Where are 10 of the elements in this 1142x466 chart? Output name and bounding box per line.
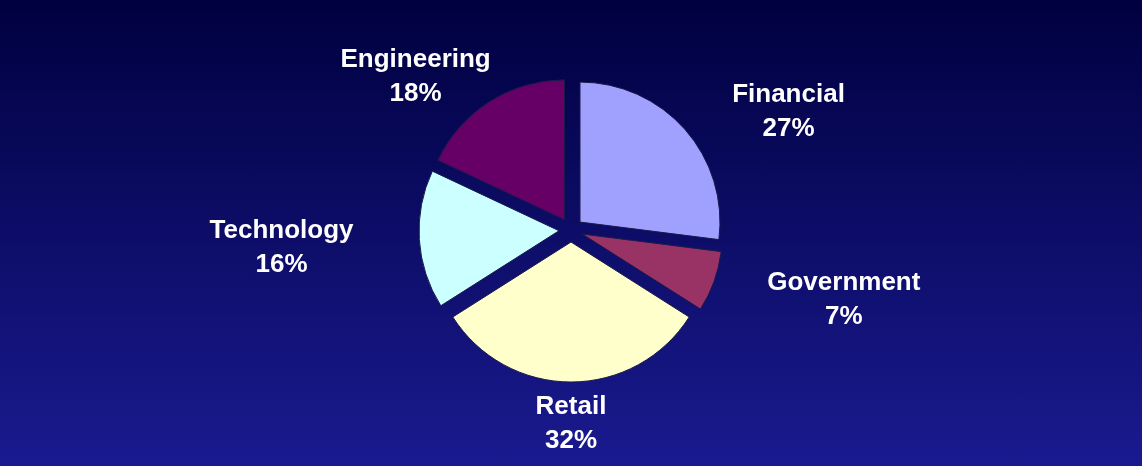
data-label: 18% <box>389 77 442 108</box>
data-label: 27% <box>762 111 815 142</box>
slice-label: Technology <box>209 213 355 244</box>
slice-label: Financial <box>732 77 845 108</box>
slice-label: Government <box>767 265 921 296</box>
data-label: 16% <box>255 247 308 278</box>
data-label: 7% <box>825 299 863 330</box>
slice-label: Retail <box>535 390 607 420</box>
slice-label: Engineering <box>340 43 491 74</box>
data-label: 32% <box>544 424 598 454</box>
